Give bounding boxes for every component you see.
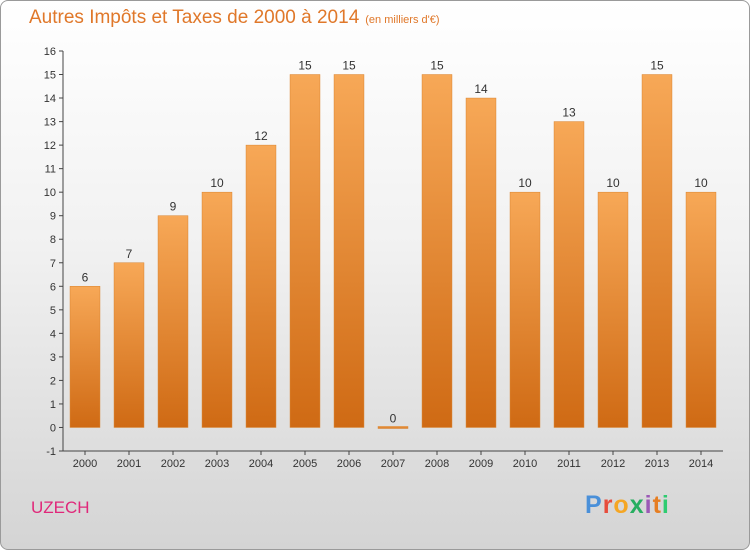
data-label-2012: 10 [606, 176, 620, 190]
data-label-2005: 15 [298, 59, 312, 73]
bar-2007 [377, 426, 409, 429]
bar-2001 [113, 262, 145, 428]
x-tick-label-2009: 2009 [469, 458, 493, 470]
x-tick-label-2014: 2014 [689, 458, 713, 470]
y-tick-label: 15 [44, 70, 56, 82]
bar-2014 [685, 191, 717, 428]
chart-title: Autres Impôts et Taxes de 2000 à 2014 (en… [29, 7, 440, 29]
x-tick-label-2004: 2004 [249, 458, 273, 470]
x-tick-label-2006: 2006 [337, 458, 361, 470]
y-tick-label: 0 [50, 422, 56, 434]
data-label-2004: 12 [254, 129, 268, 143]
data-label-2011: 13 [562, 106, 576, 120]
data-label-2007: 0 [390, 411, 397, 425]
proxiti-logo[interactable]: Proxiti [585, 491, 670, 519]
y-tick-label: 13 [44, 117, 56, 129]
data-label-2003: 10 [210, 176, 224, 190]
data-label-2008: 15 [430, 59, 444, 73]
bar-2012 [597, 191, 629, 428]
bar-2006 [333, 74, 365, 428]
x-tick-label-2002: 2002 [161, 458, 185, 470]
y-tick-label: 10 [44, 187, 56, 199]
y-tick-label: 11 [45, 164, 56, 176]
bar-2000 [69, 286, 101, 428]
place-name: UZECH [31, 498, 90, 517]
data-label-2009: 14 [474, 82, 488, 96]
y-tick-label: 5 [50, 305, 56, 317]
x-tick-label-2000: 2000 [73, 458, 97, 470]
data-label-2001: 7 [126, 247, 133, 261]
bar-2004 [245, 144, 277, 428]
y-tick-label: 3 [50, 352, 56, 364]
y-tick-label: 16 [44, 46, 56, 58]
bar-2010 [509, 191, 541, 428]
data-label-2002: 9 [170, 200, 177, 214]
data-label-2013: 15 [650, 59, 664, 73]
x-tick-label-2007: 2007 [381, 458, 405, 470]
data-label-2006: 15 [342, 59, 356, 73]
y-tick-label: 4 [50, 328, 56, 340]
y-tick-label: 6 [50, 281, 56, 293]
chart-title-text: Autres Impôts et Taxes de 2000 à 2014 [29, 7, 360, 28]
bar-2013 [641, 74, 673, 428]
y-tick-label: 9 [50, 211, 56, 223]
chart-unit: (en milliers d'€) [365, 14, 440, 26]
bar-2011 [553, 121, 585, 428]
y-tick-label: 2 [50, 375, 56, 387]
bar-2005 [289, 74, 321, 428]
y-tick-label: 8 [50, 234, 56, 246]
bar-2009 [465, 97, 497, 428]
bar-2008 [421, 74, 453, 428]
y-tick-label: 1 [50, 399, 56, 411]
y-tick-label: 7 [50, 258, 56, 270]
x-tick-label-2001: 2001 [117, 458, 141, 470]
bar-2003 [201, 191, 233, 428]
bar-2002 [157, 215, 189, 428]
y-tick-label: 14 [44, 93, 56, 105]
x-tick-label-2011: 2011 [557, 458, 581, 470]
x-tick-label-2013: 2013 [645, 458, 669, 470]
x-tick-label-2010: 2010 [513, 458, 537, 470]
x-tick-label-2005: 2005 [293, 458, 317, 470]
x-tick-label-2003: 2003 [205, 458, 229, 470]
y-tick-label: -1 [46, 446, 56, 458]
x-tick-label-2008: 2008 [425, 458, 449, 470]
data-label-2000: 6 [82, 270, 89, 284]
y-tick-label: 12 [44, 140, 56, 152]
data-label-2010: 10 [518, 176, 532, 190]
data-label-2014: 10 [694, 176, 708, 190]
x-tick-label-2012: 2012 [601, 458, 625, 470]
